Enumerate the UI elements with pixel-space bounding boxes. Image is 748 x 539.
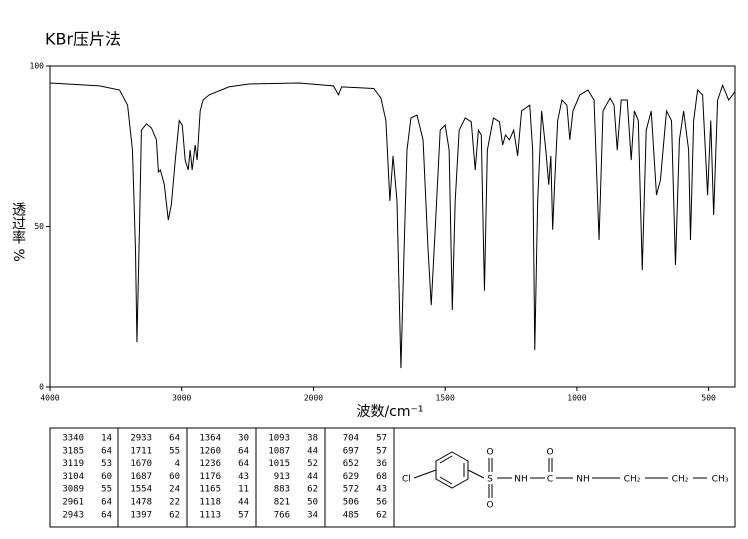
plot-frame <box>49 65 736 388</box>
peak-transmittance: 53 <box>101 459 112 469</box>
peak-wavenumber: 1118 <box>199 498 221 508</box>
atom-label: O <box>546 448 553 458</box>
peak-transmittance: 44 <box>238 498 249 508</box>
peak-transmittance: 64 <box>101 498 112 508</box>
atom-label: O <box>486 448 493 458</box>
peak-wavenumber: 3340 <box>62 434 84 444</box>
atom-label: NH <box>514 475 528 485</box>
peak-transmittance: 62 <box>169 510 180 520</box>
peak-transmittance: 30 <box>238 434 249 444</box>
peak-transmittance: 50 <box>307 498 318 508</box>
peak-transmittance: 43 <box>376 485 387 495</box>
peak-transmittance: 36 <box>376 459 387 469</box>
peak-wavenumber: 3119 <box>62 459 84 469</box>
peak-wavenumber: 1364 <box>199 434 221 444</box>
x-tick-label: 500 <box>701 394 716 403</box>
spectrum-line <box>49 82 736 369</box>
y-axis-label: 透过率 % <box>10 202 26 262</box>
structure-bonds <box>413 451 707 498</box>
peak-wavenumber: 821 <box>274 498 290 508</box>
x-tick-label: 1000 <box>567 394 586 403</box>
peak-wavenumber: 2933 <box>130 434 152 444</box>
peak-wavenumber: 1397 <box>130 510 152 520</box>
peak-wavenumber: 3185 <box>62 446 84 456</box>
peak-transmittance: 57 <box>376 434 387 444</box>
atom-label: Cl <box>402 475 411 485</box>
peak-transmittance: 22 <box>169 498 180 508</box>
peak-table-frame <box>49 427 736 528</box>
peak-wavenumber: 1093 <box>268 434 290 444</box>
peak-transmittance: 44 <box>307 446 318 456</box>
peak-transmittance: 60 <box>101 472 112 482</box>
x-tick-label: 4000 <box>40 394 59 403</box>
atom-label: C <box>547 475 553 485</box>
peak-wavenumber: 2943 <box>62 510 84 520</box>
y-tick-label: 0 <box>39 383 44 392</box>
x-tick-label: 3000 <box>172 394 191 403</box>
chart-title: KBr压片法 <box>45 30 121 49</box>
peak-transmittance: 24 <box>169 485 180 495</box>
atom-label: NH <box>576 475 590 485</box>
peak-transmittance: 64 <box>169 434 180 444</box>
y-tick-label: 100 <box>30 62 45 71</box>
peak-wavenumber: 1165 <box>199 485 221 495</box>
peak-transmittance: 64 <box>238 446 249 456</box>
peak-transmittance: 55 <box>101 485 112 495</box>
peak-wavenumber: 1554 <box>130 485 152 495</box>
peak-wavenumber: 1670 <box>130 459 152 469</box>
peak-transmittance: 43 <box>238 472 249 482</box>
atom-label: S <box>487 475 493 485</box>
peak-wavenumber: 766 <box>274 510 290 520</box>
y-tick-label: 50 <box>34 222 44 231</box>
structure: Cl S O O NH C O NH CH₂ CH₂ CH₃ <box>402 448 729 511</box>
peak-wavenumber: 3089 <box>62 485 84 495</box>
peak-wavenumber: 1478 <box>130 498 152 508</box>
peak-transmittance: 64 <box>101 510 112 520</box>
peak-transmittance: 62 <box>376 510 387 520</box>
peak-transmittance: 14 <box>101 434 112 444</box>
peak-wavenumber: 1260 <box>199 446 221 456</box>
peak-wavenumber: 1113 <box>199 510 221 520</box>
x-tick-label: 2000 <box>304 394 323 403</box>
peak-wavenumber: 1176 <box>199 472 221 482</box>
atom-label: CH₂ <box>624 475 641 485</box>
peak-wavenumber: 2961 <box>62 498 84 508</box>
peak-wavenumber: 1015 <box>268 459 290 469</box>
peak-wavenumber: 697 <box>343 446 359 456</box>
peak-transmittance: 56 <box>376 498 387 508</box>
peak-transmittance: 62 <box>307 485 318 495</box>
peak-transmittance: 60 <box>169 472 180 482</box>
atom-label: CH₂ <box>672 475 689 485</box>
peak-transmittance: 57 <box>376 446 387 456</box>
peak-wavenumber: 883 <box>274 485 290 495</box>
peak-transmittance: 34 <box>307 510 318 520</box>
peak-wavenumber: 485 <box>343 510 359 520</box>
peak-wavenumber: 704 <box>343 434 359 444</box>
peak-transmittance: 57 <box>238 510 249 520</box>
peak-wavenumber: 1236 <box>199 459 221 469</box>
atom-label: O <box>486 501 493 511</box>
peak-wavenumber: 572 <box>343 485 359 495</box>
peak-wavenumber: 652 <box>343 459 359 469</box>
peak-transmittance: 55 <box>169 446 180 456</box>
peak-transmittance: 44 <box>307 472 318 482</box>
atom-label: CH₃ <box>712 475 729 485</box>
peak-transmittance: 52 <box>307 459 318 469</box>
peak-wavenumber: 1687 <box>130 472 152 482</box>
x-axis-label: 波数/cm⁻¹ <box>356 404 423 420</box>
peak-transmittance: 4 <box>175 459 180 469</box>
peak-wavenumber: 3104 <box>62 472 84 482</box>
peak-wavenumber: 1087 <box>268 446 290 456</box>
peak-transmittance: 68 <box>376 472 387 482</box>
peak-wavenumber: 1711 <box>130 446 152 456</box>
peak-wavenumber: 629 <box>343 472 359 482</box>
peak-wavenumber: 913 <box>274 472 290 482</box>
peak-transmittance: 11 <box>238 485 249 495</box>
peak-transmittance: 64 <box>101 446 112 456</box>
peak-wavenumber: 506 <box>343 498 359 508</box>
x-tick-label: 1500 <box>436 394 455 403</box>
peak-transmittance: 38 <box>307 434 318 444</box>
peak-transmittance: 64 <box>238 459 249 469</box>
